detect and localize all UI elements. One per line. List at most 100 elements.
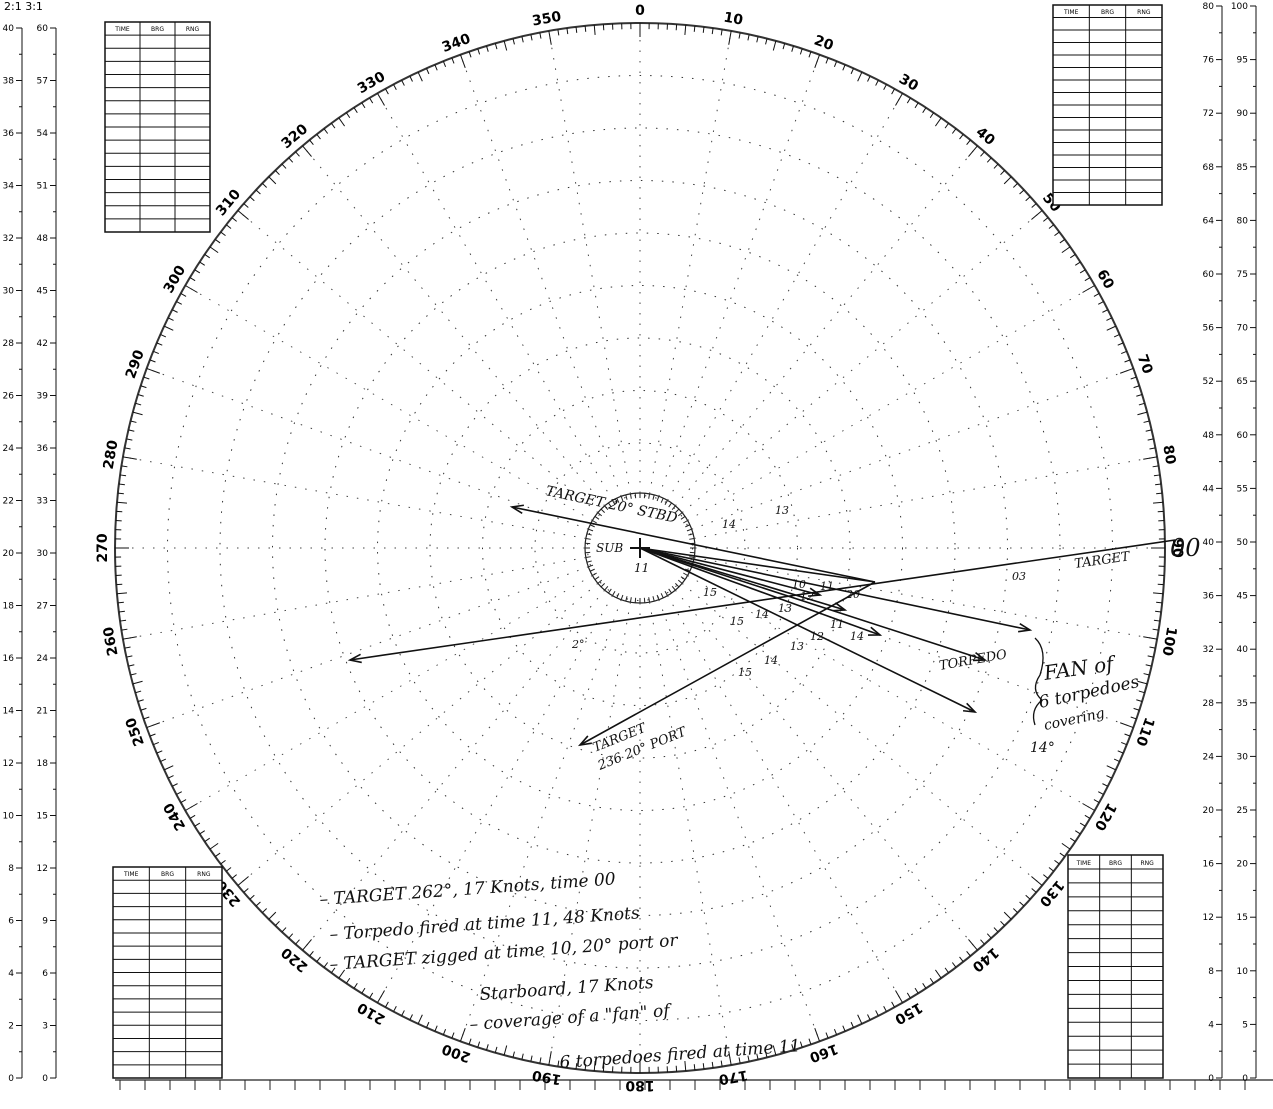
degree-tick	[1069, 837, 1076, 842]
center-tick	[625, 494, 628, 500]
scale-label: 76	[1203, 56, 1215, 66]
degree-tick	[477, 1041, 481, 1048]
degree-tick	[1031, 876, 1043, 886]
range-ring	[324, 232, 956, 864]
degree-tick	[140, 385, 147, 389]
torpedo-track	[639, 547, 1031, 631]
degree-tick	[557, 29, 560, 36]
degree-tick	[209, 842, 219, 850]
degree-tick	[738, 32, 741, 39]
scale-label: 4	[1208, 1020, 1214, 1030]
degree-tick	[199, 830, 206, 835]
degree-tick	[720, 1060, 723, 1067]
degree-tick	[914, 102, 919, 109]
degree-tick	[442, 61, 447, 67]
sub-label: SUB	[596, 541, 623, 555]
degree-tick	[593, 24, 596, 36]
scale-label: 12	[1203, 913, 1214, 923]
degree-tick	[118, 610, 125, 613]
degree-tick	[126, 438, 133, 441]
plot-label: 10	[792, 578, 806, 591]
degree-tick	[209, 246, 219, 254]
scale-label: 18	[3, 602, 15, 612]
scale-label: 15	[1237, 913, 1248, 923]
center-tick	[620, 496, 624, 502]
scale-label: 80	[1237, 216, 1249, 226]
degree-tick	[1138, 690, 1145, 694]
port-leg-head	[577, 735, 592, 747]
scale-label: 20	[1203, 806, 1215, 816]
degree-tick	[1025, 894, 1031, 900]
degree-tick	[118, 483, 125, 486]
degree-tick	[875, 1010, 879, 1017]
plot-label: 13	[775, 504, 789, 517]
degree-tick	[782, 1046, 786, 1053]
scale-label: 0	[1208, 1074, 1214, 1084]
stbd-leg-head	[509, 504, 524, 514]
degree-tick	[171, 783, 178, 787]
degree-tick	[1031, 203, 1037, 208]
scale-label: 26	[3, 392, 15, 402]
degree-tick	[895, 93, 903, 106]
scale-label: 16	[1203, 860, 1215, 870]
degree-tick	[494, 43, 498, 50]
scale-label: 39	[37, 392, 49, 402]
degree-tick	[814, 1028, 821, 1042]
degree-tick	[130, 420, 137, 423]
scale-label: 90	[1237, 109, 1249, 119]
scale-label: 40	[1203, 538, 1215, 548]
degree-tick	[295, 151, 300, 157]
degree-tick	[153, 741, 159, 746]
degree-tick	[772, 40, 777, 51]
degree-tick	[1156, 601, 1163, 604]
degree-tick	[361, 987, 366, 994]
center-tick	[604, 505, 609, 511]
bearing-label: 10	[722, 10, 744, 29]
plot-label: 20	[845, 588, 860, 601]
range-ring	[429, 337, 851, 759]
degree-tick	[331, 967, 336, 974]
degree-tick	[194, 269, 201, 274]
degree-tick	[833, 61, 838, 67]
degree-tick	[243, 203, 249, 208]
degree-tick	[738, 1057, 741, 1064]
degree-tick	[1152, 465, 1159, 468]
scale-label: 0	[1242, 1074, 1248, 1084]
target-track	[349, 539, 1176, 661]
degree-tick	[539, 32, 542, 39]
degree-tick	[417, 71, 423, 82]
degree-tick	[143, 716, 150, 720]
degree-tick	[765, 1051, 768, 1058]
degree-tick	[494, 1046, 498, 1053]
degree-tick	[261, 908, 268, 914]
degree-tick	[338, 117, 346, 127]
center-tick	[660, 593, 664, 599]
degree-tick	[237, 210, 249, 220]
bearing-label: 260	[101, 625, 122, 657]
torpedo-track-head	[972, 651, 988, 662]
plot-label: 2°	[571, 638, 585, 651]
degree-tick	[323, 962, 329, 968]
center-tick	[589, 524, 595, 528]
degree-tick	[361, 102, 366, 109]
center-tick	[597, 512, 603, 517]
center-tick	[589, 568, 595, 572]
degree-tick	[268, 176, 277, 185]
scale-label: 12	[37, 864, 48, 874]
degree-tick	[1149, 447, 1156, 450]
scale-label: 9	[42, 917, 48, 927]
degree-tick	[799, 1041, 803, 1048]
scale-label: 38	[3, 77, 15, 87]
scale-label: 55	[1237, 484, 1248, 494]
degree-tick	[160, 758, 167, 762]
degree-tick	[929, 112, 934, 119]
degree-tick	[1084, 814, 1091, 819]
center-tick	[585, 556, 591, 559]
degree-tick	[434, 64, 438, 71]
degree-tick	[1113, 334, 1120, 338]
scale-label: 65	[1237, 377, 1248, 387]
degree-tick	[1098, 791, 1104, 795]
degree-tick	[302, 939, 312, 951]
degree-tick	[116, 501, 128, 504]
degree-tick	[1069, 254, 1076, 259]
